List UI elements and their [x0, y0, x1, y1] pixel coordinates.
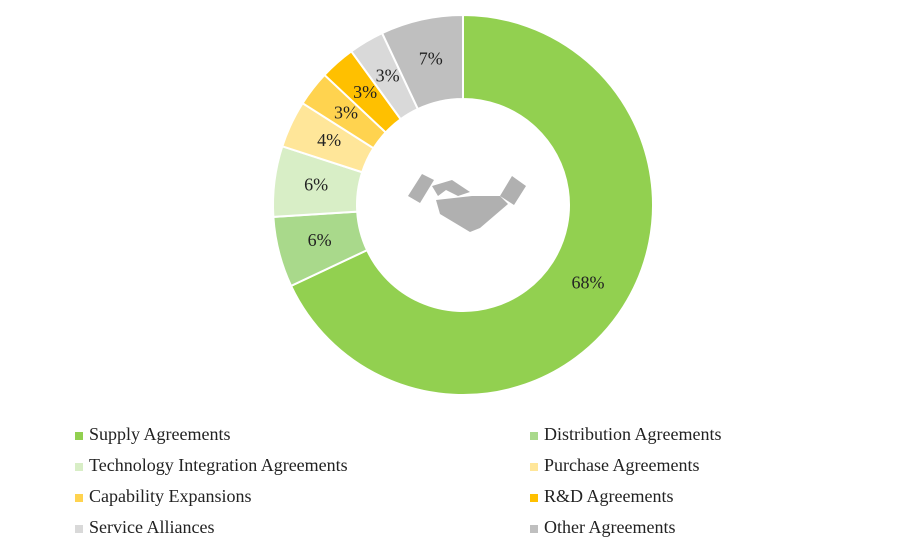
data-label: 3% — [376, 66, 400, 86]
legend-swatch — [75, 463, 83, 471]
donut-slice — [289, 13, 654, 396]
legend-label: Purchase Agreements — [544, 455, 699, 475]
data-label: 6% — [304, 175, 328, 195]
data-label: 3% — [353, 82, 377, 102]
data-label: 4% — [317, 130, 341, 150]
legend-swatch — [530, 432, 538, 440]
data-label: 3% — [334, 102, 358, 122]
data-label: 7% — [419, 49, 443, 69]
legend-label: R&D Agreements — [544, 486, 673, 506]
legend-label: Distribution Agreements — [544, 424, 721, 444]
legend-swatch — [530, 494, 538, 502]
legend-label: Service Alliances — [89, 517, 214, 537]
legend-label: Technology Integration Agreements — [89, 455, 348, 475]
legend-swatch — [75, 525, 83, 533]
legend-label: Other Agreements — [544, 517, 675, 537]
data-label: 68% — [571, 272, 604, 292]
legend-swatch — [530, 463, 538, 471]
legend-swatch — [75, 432, 83, 440]
data-label: 6% — [308, 230, 332, 250]
donut-slice — [380, 13, 464, 111]
handshake-icon — [408, 174, 526, 232]
legend-label: Supply Agreements — [89, 424, 231, 444]
legend-swatch — [530, 525, 538, 533]
legend-label: Capability Expansions — [89, 486, 251, 506]
legend-swatch — [75, 494, 83, 502]
